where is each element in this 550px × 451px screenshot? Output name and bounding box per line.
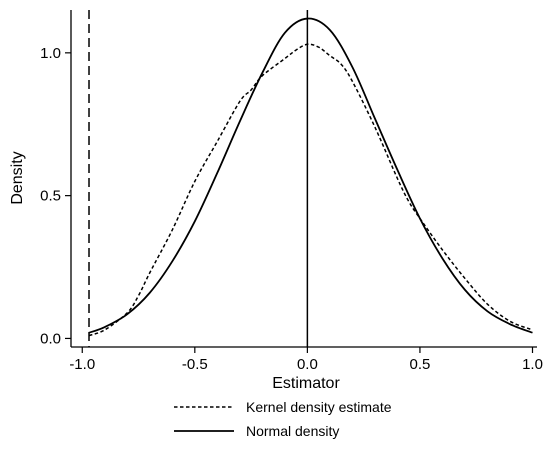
y-ticks: 0.0 0.5 1.0 — [40, 45, 71, 347]
x-tick-label: 0.0 — [297, 356, 318, 373]
x-tick-label: -0.5 — [182, 356, 208, 373]
legend-label: Kernel density estimate — [246, 399, 392, 415]
x-axis-label: Estimator — [272, 375, 340, 392]
reference-lines — [88, 10, 309, 347]
x-tick-label: 1.0 — [522, 356, 543, 373]
y-tick-label: 0.0 — [40, 330, 61, 347]
axes — [70, 10, 537, 348]
y-tick-label: 1.0 — [40, 45, 61, 62]
x-tick-label: 0.5 — [410, 356, 431, 373]
legend: Kernel density estimate Normal density — [174, 399, 392, 439]
series-layer — [88, 17, 533, 337]
normal-density-line — [88, 17, 533, 334]
legend-label: Normal density — [246, 423, 339, 439]
y-tick-label: 0.5 — [40, 188, 61, 205]
y-axis-label: Density — [9, 151, 26, 204]
x-tick-label: -1.0 — [69, 356, 95, 373]
kernel-density-line — [88, 43, 533, 337]
x-ticks: -1.0 -0.5 0.0 0.5 1.0 — [69, 347, 543, 373]
